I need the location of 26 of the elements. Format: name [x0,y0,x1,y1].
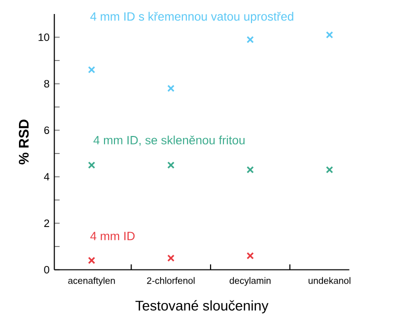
point [246,166,254,174]
x-tick-label: 2-chlorfenol [147,277,195,284]
y-axis-title: % RSD [18,120,29,164]
x-tick-label: undekanol [308,277,350,284]
y-tick-label: 10 [38,33,50,42]
text: 4 mm ID s křemennou vatou uprostřed [90,12,294,24]
y-tick-label: 6 [44,126,50,134]
point [167,161,175,169]
series-label: 4 mm ID [90,232,135,240]
point [326,31,334,39]
x-tick-label: acenaftylen [68,277,115,286]
point [167,84,175,92]
y-tick-label: 8 [44,80,50,88]
point [88,66,96,74]
x-tick-label: decylamin [230,277,271,286]
y-tick-label: 0 [44,266,50,274]
point [88,256,96,264]
point [246,252,254,260]
series-label: 4 mm ID, se skleněnou fritou [93,136,245,146]
y-tick-label: 4 [44,173,50,180]
x-axis-title: Testované sloučeniny [135,300,268,314]
point [167,254,175,262]
point [246,36,254,44]
point [326,166,334,174]
point [88,161,96,169]
y-tick-label: 2 [44,220,50,227]
